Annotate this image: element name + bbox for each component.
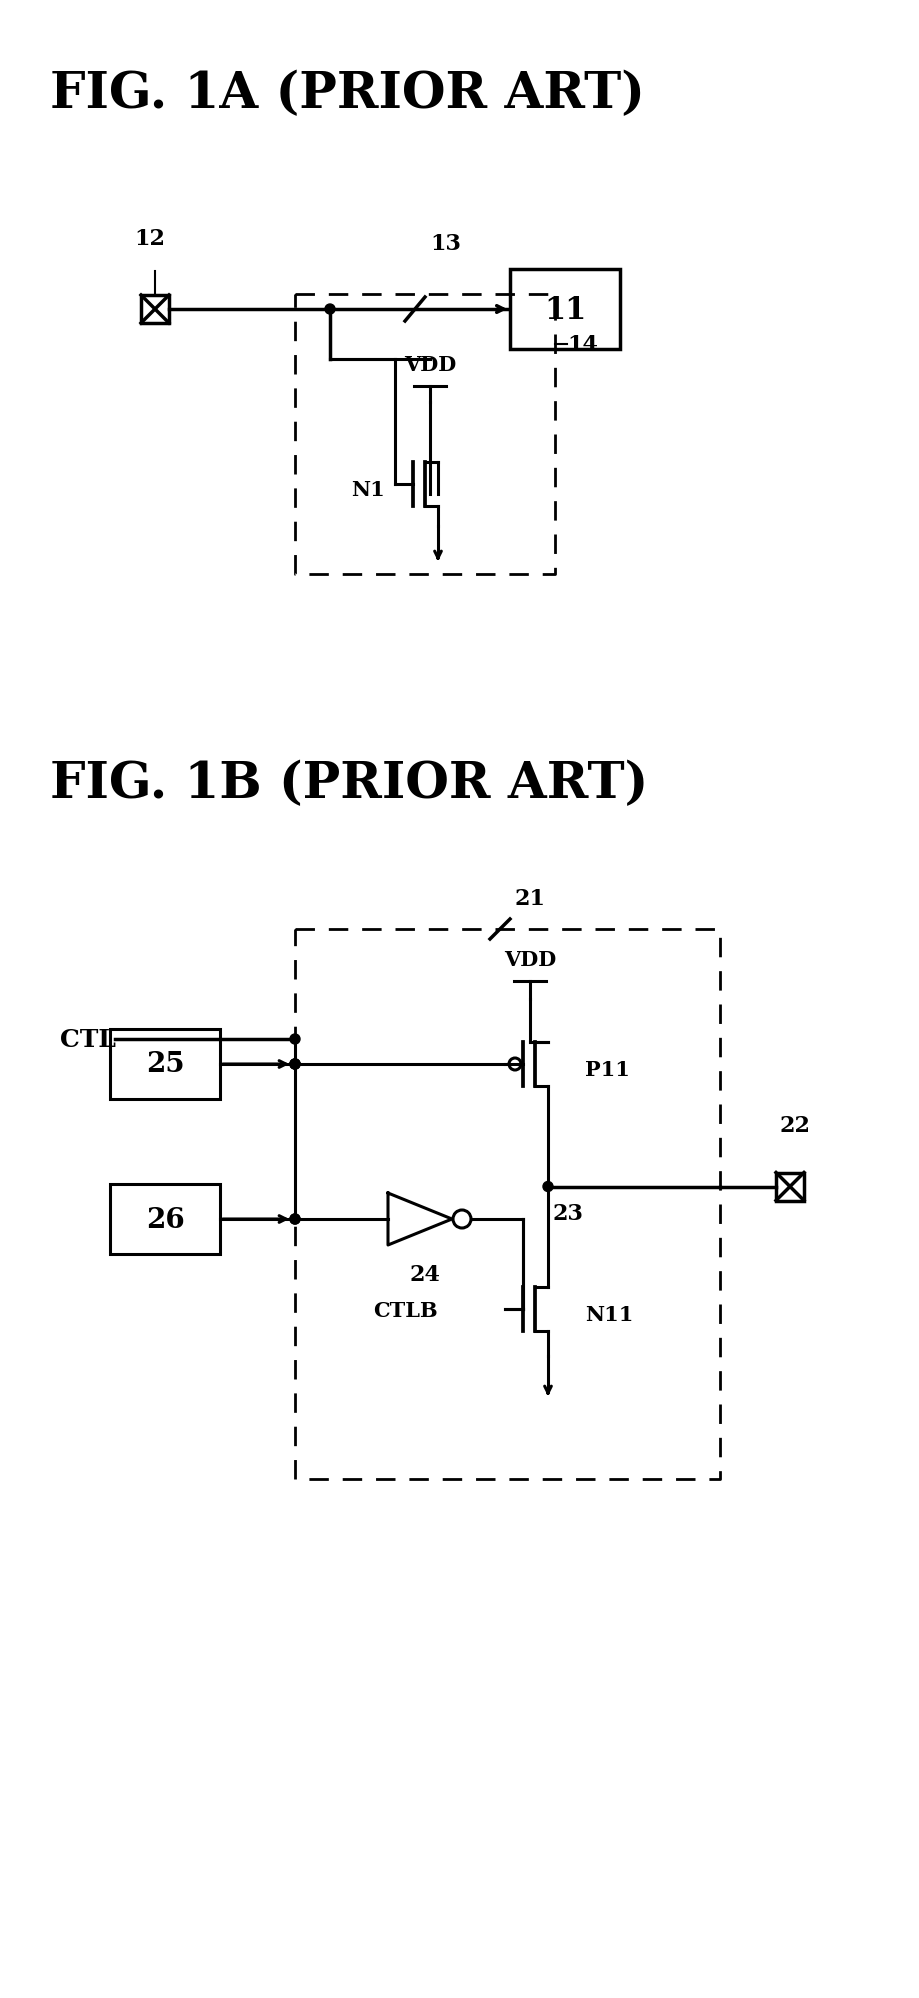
Text: N11: N11 — [585, 1305, 633, 1325]
Circle shape — [290, 1215, 300, 1225]
Text: 13: 13 — [430, 234, 460, 256]
Text: CTLB: CTLB — [373, 1301, 437, 1321]
Bar — [110, 1185, 220, 1255]
Bar — [510, 270, 620, 350]
Circle shape — [290, 1059, 300, 1069]
Text: FIG. 1A (PRIOR ART): FIG. 1A (PRIOR ART) — [50, 70, 645, 120]
Bar — [110, 1029, 220, 1099]
Text: 11: 11 — [544, 294, 586, 326]
Text: FIG. 1B (PRIOR ART): FIG. 1B (PRIOR ART) — [50, 759, 648, 809]
Text: 22: 22 — [779, 1115, 811, 1137]
Text: VDD: VDD — [403, 356, 456, 376]
Circle shape — [325, 306, 335, 316]
Text: VDD: VDD — [504, 949, 556, 969]
Text: P11: P11 — [585, 1059, 630, 1079]
Circle shape — [290, 1215, 300, 1225]
Text: 23: 23 — [553, 1203, 584, 1225]
Text: 24: 24 — [410, 1263, 440, 1285]
Circle shape — [290, 1059, 300, 1069]
Text: N1: N1 — [351, 480, 385, 500]
Circle shape — [290, 1035, 300, 1045]
Bar — [776, 1173, 804, 1201]
Bar — [141, 296, 169, 324]
Text: 14: 14 — [567, 334, 598, 356]
Text: 12: 12 — [134, 228, 165, 250]
Circle shape — [290, 1059, 300, 1069]
Text: 26: 26 — [145, 1207, 185, 1233]
Circle shape — [543, 1183, 553, 1193]
Text: 21: 21 — [515, 887, 546, 909]
Text: 25: 25 — [146, 1051, 185, 1079]
Text: CTL: CTL — [60, 1027, 116, 1051]
